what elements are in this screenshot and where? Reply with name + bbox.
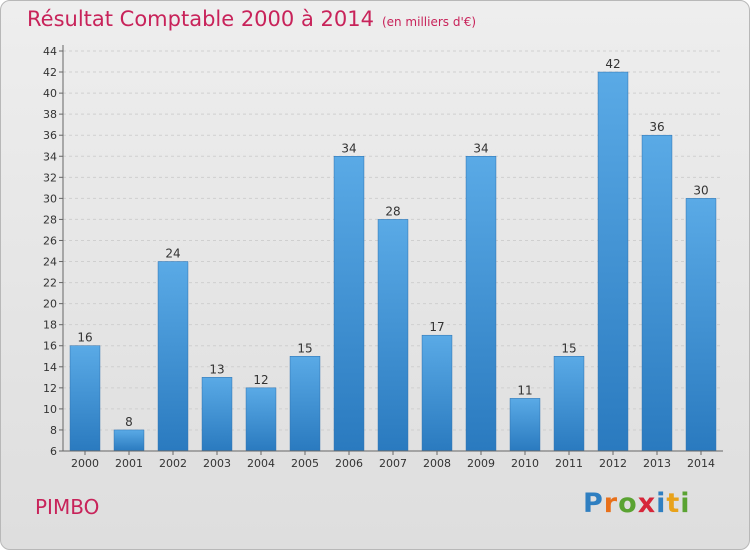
bar-2000	[69, 345, 101, 452]
title-text: Résultat Comptable 2000 à 2014	[27, 7, 374, 31]
x-tick-label: 2006	[335, 457, 363, 470]
y-tick-label: 36	[43, 129, 57, 142]
y-tick-label: 6	[50, 445, 57, 458]
x-tick-label: 2013	[643, 457, 671, 470]
y-tick-label: 12	[43, 382, 57, 395]
bar-value-label: 28	[385, 204, 400, 218]
y-tick-label: 44	[43, 45, 57, 58]
y-tick-label: 40	[43, 87, 57, 100]
chart-title: Résultat Comptable 2000 à 2014 (en millie…	[27, 7, 476, 31]
x-tick-label: 2007	[379, 457, 407, 470]
bar-value-label: 13	[209, 362, 224, 376]
bar-2007	[377, 219, 409, 452]
bar-2003	[201, 377, 233, 452]
y-tick-label: 16	[43, 340, 57, 353]
logo-letter: i	[680, 488, 691, 519]
logo-letter: t	[666, 488, 681, 519]
y-tick-label: 24	[43, 256, 57, 269]
bar-2010	[509, 398, 541, 452]
y-tick-label: 14	[43, 361, 57, 374]
bar-value-label: 15	[561, 341, 576, 355]
x-tick-label: 2009	[467, 457, 495, 470]
y-tick-label: 28	[43, 213, 57, 226]
logo-letter: r	[603, 488, 619, 519]
bar-value-label: 15	[297, 341, 312, 355]
bar-value-label: 17	[429, 320, 444, 334]
y-tick-label: 8	[50, 424, 57, 437]
bar-value-label: 34	[341, 141, 356, 155]
y-tick-label: 42	[43, 66, 57, 79]
y-tick-label: 20	[43, 298, 57, 311]
y-tick-label: 26	[43, 234, 57, 247]
y-tick-label: 18	[43, 319, 57, 332]
x-tick-label: 2008	[423, 457, 451, 470]
y-tick-label: 32	[43, 171, 57, 184]
bar-2012	[597, 71, 629, 452]
y-tick-label: 34	[43, 150, 57, 163]
bar-value-label: 42	[605, 57, 620, 71]
logo-letter: i	[656, 488, 667, 519]
proxiti-logo[interactable]: Proxiti	[583, 488, 691, 519]
x-tick-label: 2004	[247, 457, 275, 470]
bar-value-label: 12	[253, 373, 268, 387]
bar-value-label: 30	[693, 183, 708, 197]
title-unit: (en milliers d'€)	[381, 15, 477, 29]
x-tick-label: 2012	[599, 457, 627, 470]
x-tick-label: 2014	[687, 457, 715, 470]
x-tick-label: 2001	[115, 457, 143, 470]
bar-value-label: 16	[77, 331, 92, 345]
bar-2011	[553, 356, 585, 452]
x-tick-label: 2000	[71, 457, 99, 470]
bar-2013	[641, 134, 673, 452]
bar-2005	[289, 356, 321, 452]
logo-letter: P	[583, 488, 604, 519]
bar-value-label: 8	[125, 415, 133, 429]
x-tick-label: 2010	[511, 457, 539, 470]
bar-2001	[113, 429, 145, 452]
y-tick-label: 38	[43, 108, 57, 121]
y-tick-label: 22	[43, 277, 57, 290]
bar-2009	[465, 156, 497, 452]
bar-2002	[157, 261, 189, 452]
bar-2004	[245, 387, 277, 452]
bar-value-label: 24	[165, 247, 180, 261]
x-tick-label: 2005	[291, 457, 319, 470]
x-tick-label: 2003	[203, 457, 231, 470]
x-tick-label: 2011	[555, 457, 583, 470]
logo-letter: x	[637, 488, 657, 519]
y-tick-label: 30	[43, 192, 57, 205]
bars: 16 8 24 13 12 15 34 28 17 34 11 15 42 36 30	[69, 57, 717, 452]
bar-2014	[685, 198, 717, 452]
bar-value-label: 11	[517, 383, 532, 397]
bar-value-label: 36	[649, 120, 664, 134]
axes: 6 8 10 12 14 16 18 20 22 24 26 28 30 32 34 36 38 40 42 44 20…	[43, 45, 723, 470]
x-tick-label: 2002	[159, 457, 187, 470]
y-tick-label: 10	[43, 403, 57, 416]
logo-letter: o	[618, 488, 638, 519]
bar-2006	[333, 156, 365, 452]
bar-2008	[421, 334, 453, 452]
bar-value-label: 34	[473, 141, 488, 155]
commune-name: PIMBO	[35, 495, 100, 519]
